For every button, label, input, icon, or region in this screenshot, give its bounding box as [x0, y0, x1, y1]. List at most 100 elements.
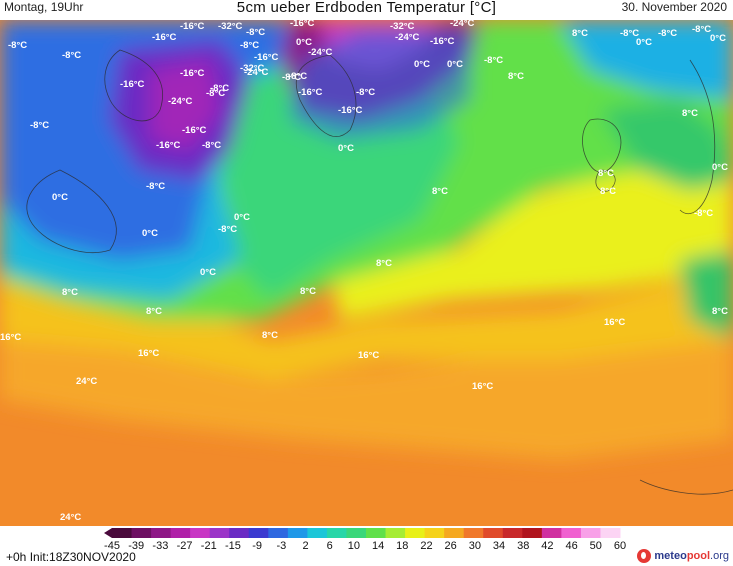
colorbar-swatch: [444, 528, 465, 538]
colorbar-tick-label: 46: [565, 540, 577, 552]
isotherm-label: -8°C: [8, 40, 27, 51]
colorbar-tick-label: 22: [420, 540, 432, 552]
colorbar-swatch: [112, 528, 133, 538]
isotherm-label: -8°C: [658, 28, 677, 39]
logo-icon: [637, 549, 652, 563]
init-time-label: +0h Init:18Z30NOV2020: [6, 550, 136, 564]
colorbar-swatch: [307, 528, 328, 538]
isotherm-label: 0°C: [296, 37, 312, 48]
isotherm-label: -8°C: [288, 71, 307, 82]
isotherm-label: 8°C: [262, 330, 278, 341]
isotherm-label: 16°C: [604, 317, 625, 328]
isotherm-label: 0°C: [710, 33, 726, 44]
colorbar-tick-label: 34: [493, 540, 505, 552]
isotherm-label: -8°C: [218, 224, 237, 235]
colorbar-tick-label: -39: [128, 540, 144, 552]
isotherm-label: -8°C: [206, 88, 225, 99]
isotherm-label: 0°C: [142, 228, 158, 239]
isotherm-label: -8°C: [202, 140, 221, 151]
isotherm-label: -16°C: [298, 87, 323, 98]
isotherm-label: -16°C: [338, 105, 363, 116]
isotherm-label: -8°C: [146, 181, 165, 192]
colorbar-tick-label: 30: [469, 540, 481, 552]
colorbar-swatch: [170, 528, 191, 538]
colorbar-swatch: [287, 528, 308, 538]
isotherm-label: -8°C: [246, 27, 265, 38]
isotherm-label: 0°C: [338, 143, 354, 154]
isotherm-label: -16°C: [120, 79, 145, 90]
colorbar-swatch: [600, 528, 621, 538]
isotherm-label: 8°C: [682, 108, 698, 119]
colorbar-swatch: [190, 528, 211, 538]
isotherm-label: -16°C: [290, 20, 315, 29]
isotherm-label: -16°C: [156, 140, 181, 151]
isotherm-label: -8°C: [62, 50, 81, 61]
colorbar-swatch: [522, 528, 543, 538]
isotherm-label: -16°C: [152, 32, 177, 43]
colorbar-tick-label: 50: [590, 540, 602, 552]
isotherm-label: -32°C: [390, 21, 415, 32]
isotherm-label: 8°C: [432, 186, 448, 197]
colorbar-tick-label: 26: [445, 540, 457, 552]
colorbar-swatch: [366, 528, 387, 538]
isotherm-label: -8°C: [692, 24, 711, 35]
isotherm-label: -16°C: [182, 125, 207, 136]
isotherm-label: -8°C: [210, 83, 229, 94]
colorbar-tick-label: -45: [104, 540, 120, 552]
isotherm-label: -8°C: [282, 72, 301, 83]
isotherm-label: -8°C: [356, 87, 375, 98]
isotherm-label: 0°C: [447, 59, 463, 70]
isotherm-label: 0°C: [200, 267, 216, 278]
isotherm-label: 8°C: [598, 168, 614, 179]
temperature-map: -8°C-8°C-16°C -32°C -16°C -32°C -24°C-16°C -8…: [0, 20, 733, 526]
logo-text-org: .org: [710, 550, 729, 562]
colorbar-tick-label: 42: [541, 540, 553, 552]
isotherm-label: -16°C: [180, 68, 205, 79]
colorbar-swatch: [424, 528, 445, 538]
colorbar: -45 -39 -33 -27 -21 -15 -9 -3 2 6 10 14 18 22 26 30 34 38…: [104, 528, 626, 552]
isotherm-label: -8°C: [620, 28, 639, 39]
isotherm-label: 0°C: [414, 59, 430, 70]
logo-text-meteo: meteo: [654, 550, 687, 562]
isotherm-label: 16°C: [472, 381, 493, 392]
colorbar-swatch: [131, 528, 152, 538]
isotherm-label: 8°C: [146, 306, 162, 317]
colorbar-swatch: [463, 528, 484, 538]
isotherm-label: 8°C: [712, 306, 728, 317]
colorbar-tick-label: 2: [302, 540, 308, 552]
isotherm-label: 8°C: [300, 286, 316, 297]
isotherm-label: -24°C: [450, 20, 475, 29]
colorbar-swatch: [248, 528, 269, 538]
colorbar-swatch: [326, 528, 347, 538]
coastlines: [26, 49, 733, 495]
colorbar-min-arrow: [104, 528, 112, 538]
colorbar-swatch: [346, 528, 367, 538]
colorbar-swatch: [405, 528, 426, 538]
colorbar-tick-label: 10: [348, 540, 360, 552]
isotherm-label: -8°C: [240, 40, 259, 51]
colorbar-tick-label: -3: [276, 540, 286, 552]
colorbar-swatch: [268, 528, 289, 538]
isotherm-label: 16°C: [0, 332, 21, 343]
isotherm-label: 8°C: [376, 258, 392, 269]
colorbar-tick-label: 14: [372, 540, 384, 552]
isotherm-label: 16°C: [358, 350, 379, 361]
temperature-labels: -8°C-8°C-16°C -32°C -16°C -32°C -24°C-16°C -8…: [0, 20, 728, 523]
isotherm-label: -16°C: [430, 36, 455, 47]
isotherm-label: 8°C: [572, 28, 588, 39]
isotherm-label: -24°C: [308, 47, 333, 58]
colorbar-tick-label: -33: [152, 540, 168, 552]
colorbar-swatch: [151, 528, 172, 538]
colorbar-swatch: [580, 528, 601, 538]
isotherm-label: 8°C: [600, 186, 616, 197]
colorbar-swatch: [209, 528, 230, 538]
colorbar-swatch: [541, 528, 562, 538]
isotherm-label: 8°C: [508, 71, 524, 82]
isotherm-label: -24°C: [244, 67, 269, 78]
logo-text-pool: pool: [686, 550, 711, 562]
colorbar-tick-label: 18: [396, 540, 408, 552]
colorbar-swatch: [502, 528, 523, 538]
isotherm-label: -32°C: [218, 21, 243, 32]
footer: -45 -39 -33 -27 -21 -15 -9 -3 2 6 10 14 18 22 26 30 34 38…: [0, 526, 733, 566]
isotherm-label: 0°C: [52, 192, 68, 203]
